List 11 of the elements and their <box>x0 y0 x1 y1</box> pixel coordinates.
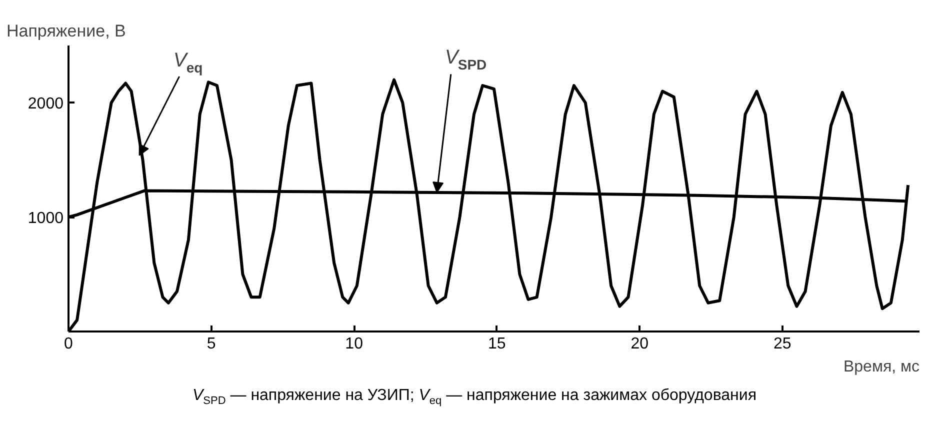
y-tick-label: 2000 <box>28 96 64 113</box>
y-tick-label: 1000 <box>28 210 64 228</box>
y-axis-title: Напряжение, В <box>6 22 126 40</box>
x-tick-label: 15 <box>488 336 506 352</box>
text: V$_{SPD}$ — напряжение на УЗИП; V$_{eq}$ — напряжение на зажимах оборудования <box>192 386 756 410</box>
x-tick-label: 5 <box>206 336 216 352</box>
x-tick-label: 10 <box>345 336 364 352</box>
x-tick-label: 20 <box>630 336 649 352</box>
x-tick-label: 25 <box>774 336 792 352</box>
x-tick-label: 0 <box>64 336 74 352</box>
x-axis-title: Время, мс <box>843 358 920 376</box>
